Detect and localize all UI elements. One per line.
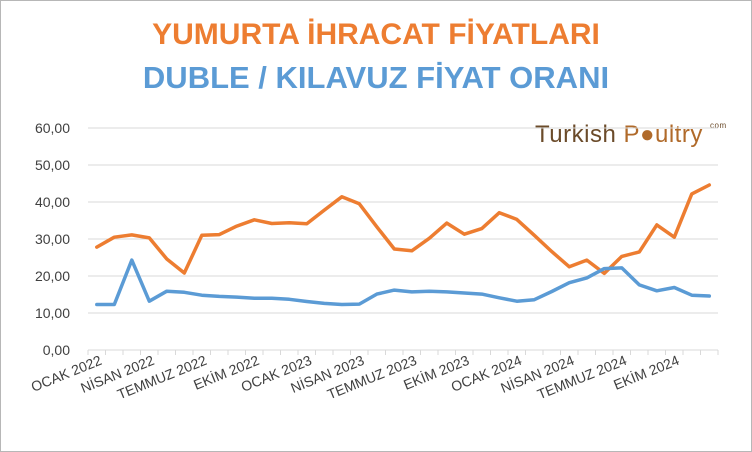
chart-title-line2: DUBLE / KILAVUZ FİYAT ORANI [142,60,610,95]
logo-word-poultry-rest: ultry [654,121,703,148]
y-tick-label: 50,00 [35,157,70,173]
series-line-blue [95,258,712,307]
y-tick-label: 10,00 [35,305,70,321]
y-tick-label: 60,00 [35,120,70,136]
logo-word-turkish: Turkish [535,121,617,148]
series-lines [95,183,712,307]
y-axis-labels: 0,00 10,00 20,00 30,00 40,00 50,00 60,00 [35,120,70,358]
y-tick-label: 30,00 [35,231,70,247]
gridlines [88,127,718,314]
y-tick-label: 40,00 [35,194,70,210]
y-tick-label: 20,00 [35,268,70,284]
logo-mark: com [710,121,727,130]
chart-title-line1: YUMURTA İHRACAT FİYATLARI [152,18,600,51]
y-tick-label: 0,00 [43,342,70,358]
series-line-orange [95,183,712,276]
